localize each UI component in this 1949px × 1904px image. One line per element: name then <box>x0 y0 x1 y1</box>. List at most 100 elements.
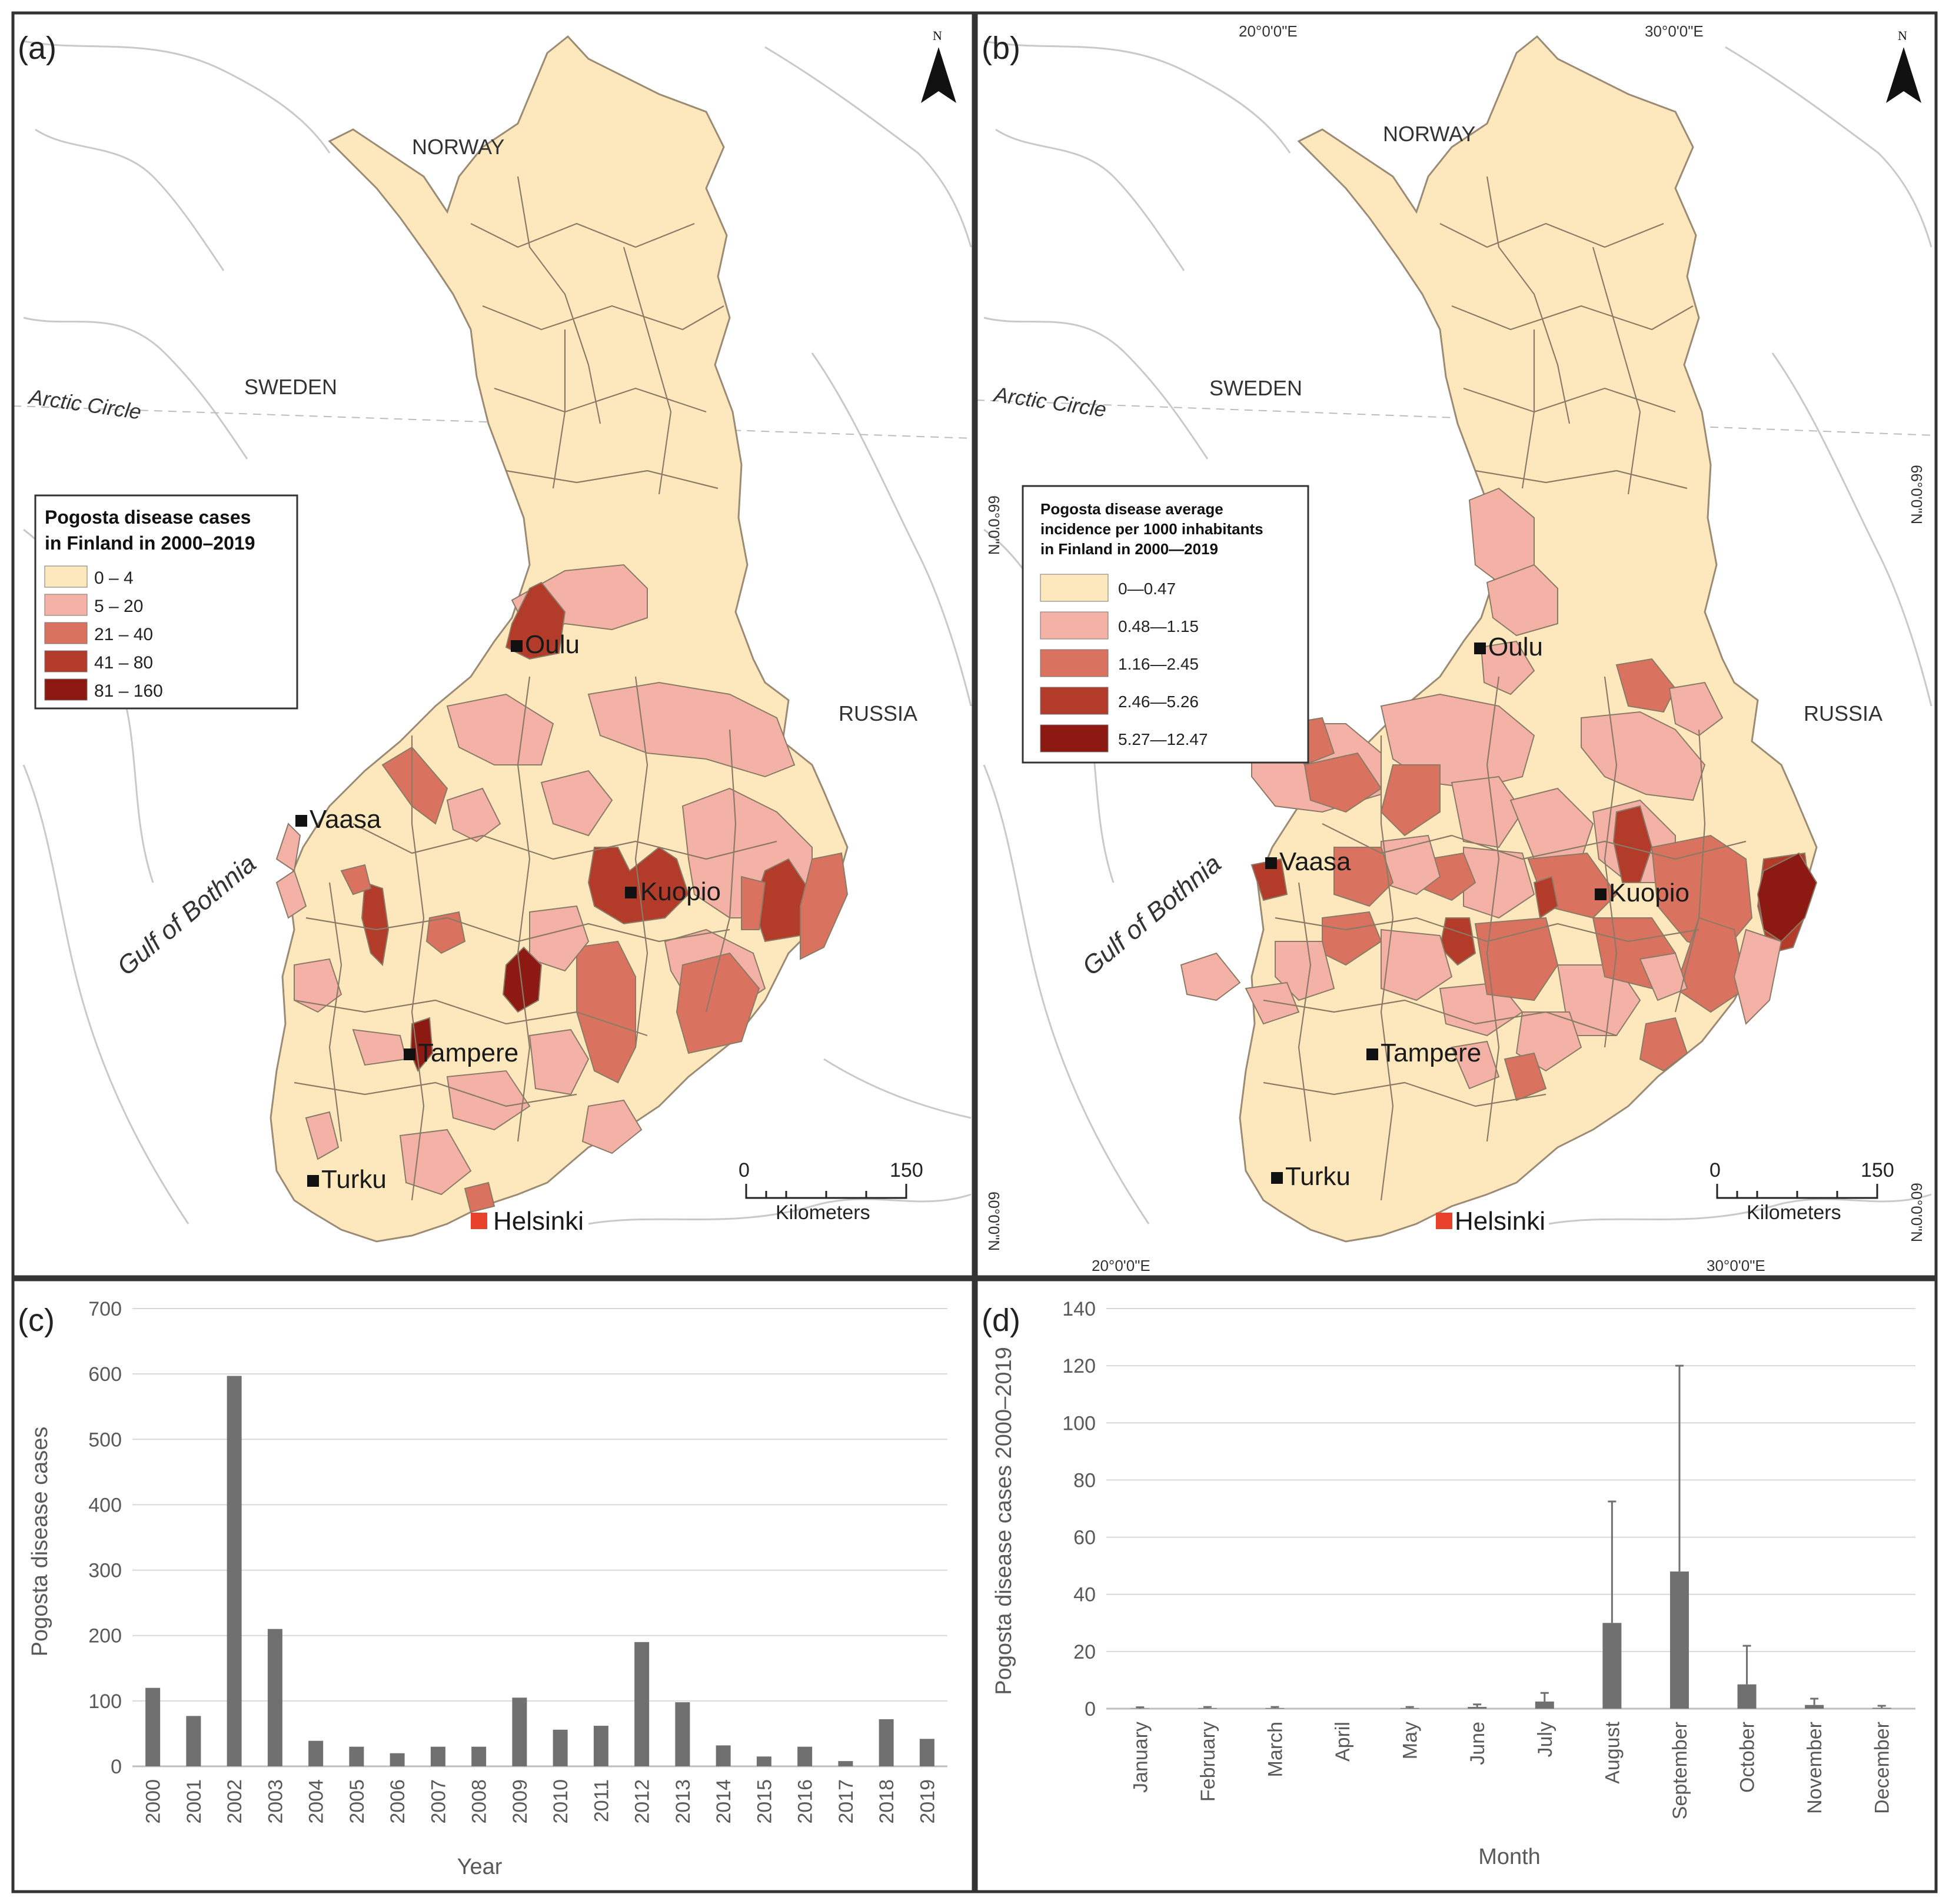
label-russia: RUSSIA <box>839 701 917 725</box>
choropleth-region <box>305 1111 340 1160</box>
y-tick-label: 300 <box>88 1560 122 1582</box>
scale-bar-a: 0 150 Kilometers <box>739 1159 923 1224</box>
legend-a-swatch-2 <box>44 594 88 616</box>
city-marker-vaasa <box>295 815 307 827</box>
coord-left-60n: 60°0'0"N <box>985 1191 1003 1251</box>
coord-top-20e: 20°0'0"E <box>1239 22 1298 40</box>
x-tick-label: February <box>1197 1722 1219 1802</box>
panel-letter-c: (c) <box>18 1303 55 1338</box>
y-tick-label: 100 <box>88 1690 122 1713</box>
y-tick-label: 20 <box>1073 1641 1096 1663</box>
municipal-boundary <box>1592 247 1641 495</box>
error-bar-August <box>1608 1500 1617 1623</box>
coord-right-66n: 66°0'0"N <box>1908 465 1925 524</box>
choropleth-region <box>361 881 390 967</box>
bar-March <box>1265 1708 1285 1709</box>
x-tick-label: 2002 <box>224 1779 246 1824</box>
y-tick-label: 400 <box>88 1494 122 1516</box>
choropleth-region <box>576 940 636 1084</box>
error-bar-December <box>1877 1705 1886 1708</box>
y-tick-label: 40 <box>1073 1584 1096 1606</box>
city-marker-turku-b <box>1271 1172 1283 1184</box>
x-tick-label: 2013 <box>672 1779 694 1824</box>
city-marker-oulu-b <box>1474 643 1486 654</box>
cities-a: Oulu Vaasa Kuopio Tampere Turku Helsinki <box>295 630 721 1236</box>
bar-2013 <box>675 1702 690 1766</box>
choropleth-region <box>1639 1017 1688 1072</box>
city-marker-kuopio <box>625 887 637 898</box>
choropleth-region <box>1180 952 1241 1001</box>
bar-2003 <box>267 1629 282 1766</box>
municipal-boundary <box>623 247 672 495</box>
choropleth-region <box>1651 834 1753 954</box>
legend-a-swatch-1 <box>44 565 88 588</box>
legend-b-swatch-5 <box>1040 724 1109 753</box>
y-tick-label: 0 <box>111 1756 122 1778</box>
legend-a-label-2: 5 – 20 <box>94 597 143 616</box>
city-label-helsinki: Helsinki <box>493 1207 584 1236</box>
error-bar-November <box>1810 1697 1819 1705</box>
x-tick-label: 2012 <box>631 1779 654 1824</box>
city-label-oulu-b: Oulu <box>1488 633 1543 661</box>
legend-b-swatch-4 <box>1040 687 1109 715</box>
coord-bottom-30e: 30°0'0"E <box>1707 1257 1765 1274</box>
choropleth-region <box>800 852 849 960</box>
city-label-kuopio-b: Kuopio <box>1609 878 1689 907</box>
city-marker-kuopio-b <box>1595 888 1607 900</box>
municipal-boundary <box>352 823 777 860</box>
legend-b: Pogosta disease average incidence per 10… <box>1022 485 1309 764</box>
legend-a-label-1: 0 – 4 <box>94 568 134 588</box>
choropleth-regions-b <box>1180 487 1818 1101</box>
x-tick-label: 2006 <box>387 1779 409 1824</box>
label-norway: NORWAY <box>412 135 504 159</box>
city-label-oulu: Oulu <box>525 630 580 659</box>
choropleth-region <box>1381 928 1453 1001</box>
municipal-boundary <box>1475 470 1688 490</box>
neighbour-coastlines <box>983 40 1933 1225</box>
x-tick-label: 2000 <box>142 1779 165 1824</box>
coord-bottom-20e: 20°0'0"E <box>1092 1257 1150 1274</box>
municipal-boundary <box>1263 1081 1546 1107</box>
legend-a-swatch-5 <box>44 678 88 701</box>
choropleth-region <box>425 911 466 954</box>
legend-b-label-5: 5.27—12.47 <box>1118 730 1208 748</box>
scale-b-ruler <box>1716 1184 1878 1199</box>
x-tick-label: 2010 <box>550 1779 572 1824</box>
y-tick-label: 80 <box>1073 1469 1096 1492</box>
x-tick-label: May <box>1399 1722 1422 1759</box>
bar-2007 <box>430 1746 445 1766</box>
city-marker-vaasa-b <box>1265 857 1277 869</box>
legend-b-label-2: 0.48—1.15 <box>1118 617 1199 635</box>
scale-a-end: 150 <box>890 1159 923 1181</box>
error-bar-March <box>1270 1706 1279 1709</box>
municipal-boundary <box>1604 676 1618 1048</box>
city-marker-helsinki <box>471 1213 487 1229</box>
y-tick-label: 140 <box>1062 1298 1096 1320</box>
bar-2012 <box>634 1642 650 1766</box>
legend-a-title-1: Pogosta disease cases <box>45 507 251 528</box>
label-sweden: SWEDEN <box>244 375 337 399</box>
municipal-boundary <box>1521 329 1535 489</box>
legend-b-title-2: incidence per 1000 inhabitants <box>1040 520 1263 538</box>
y-tick-label: 500 <box>88 1429 122 1451</box>
municipal-boundary <box>294 1081 577 1107</box>
bar-May <box>1400 1708 1419 1709</box>
legend-a-label-4: 41 – 80 <box>94 653 153 673</box>
error-bar-January <box>1136 1706 1145 1709</box>
x-tick-label: 2017 <box>835 1779 857 1824</box>
bar-August <box>1602 1623 1622 1709</box>
panel-letter-d: (d) <box>982 1303 1020 1338</box>
choropleth-region <box>1615 658 1677 713</box>
error-bar-February <box>1203 1706 1212 1709</box>
bar-2002 <box>227 1376 242 1766</box>
scale-b-unit: Kilometers <box>1747 1201 1841 1224</box>
municipal-boundaries-b <box>1263 176 1747 1201</box>
city-label-turku-b: Turku <box>1285 1162 1351 1191</box>
legend-b-label-3: 1.16—2.45 <box>1118 655 1199 673</box>
choropleth-region <box>528 1028 590 1096</box>
panel-d-frame <box>974 1278 1938 1893</box>
bar-July <box>1535 1701 1554 1709</box>
legend-b-swatch-3 <box>1040 649 1109 677</box>
municipal-boundary <box>1439 222 1664 248</box>
